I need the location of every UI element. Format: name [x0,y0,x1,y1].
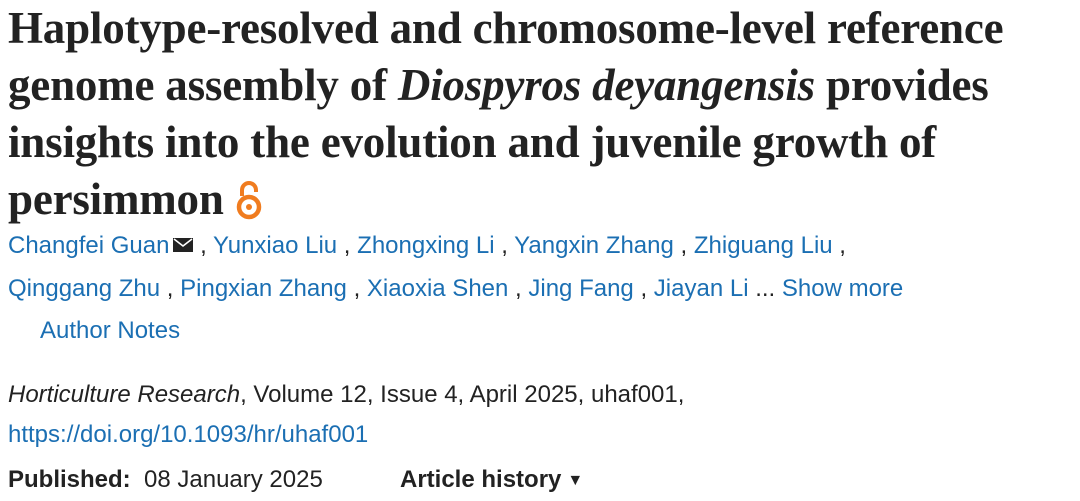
article-history-label: Article history [400,466,562,493]
title-text-part1: Haplotype-resolved and chromosome-level … [8,3,1004,110]
author-separator: , [633,275,654,302]
article-history-toggle[interactable]: Article history ▼ [400,462,583,499]
published-label: Published: [8,466,131,493]
author-link-4[interactable]: Yangxin Zhang [514,232,674,259]
author-ellipsis: ... [748,275,776,302]
journal-name: Horticulture Research [8,381,241,408]
author-link-7[interactable]: Pingxian Zhang [180,275,347,302]
published-date: 08 January 2025 [144,466,323,493]
article-title: Haplotype-resolved and chromosome-level … [8,0,1076,228]
author-separator: , [193,232,214,259]
author-link-1[interactable]: Changfei Guan [8,232,170,259]
show-more-button[interactable]: Show more [781,275,904,302]
email-icon[interactable] [173,238,194,252]
author-link-5[interactable]: Zhiguang Liu [693,232,833,259]
author-link-6[interactable]: Qinggang Zhu [8,275,161,302]
citation-details: , Volume 12, Issue 4, April 2025, uhaf00… [240,381,685,408]
author-link-3[interactable]: Zhongxing Li [357,232,495,259]
author-separator: , [508,275,529,302]
citation-block: Horticulture Research, Volume 12, Issue … [8,375,1068,455]
author-link-8[interactable]: Xiaoxia Shen [366,275,509,302]
title-text-part2: provides insights into the evolution and… [8,60,989,224]
title-species-name: Diospyros deyangensis [397,60,815,110]
author-link-9[interactable]: Jing Fang [528,275,634,302]
author-list: Changfei Guan , Yunxiao Liu , Zhongxing … [8,224,1068,310]
caret-down-icon: ▼ [567,472,584,489]
author-separator: , [160,275,181,302]
author-separator: , [494,232,515,259]
publication-info: Published: 08 January 2025 Article histo… [8,462,1068,498]
author-link-2[interactable]: Yunxiao Liu [213,232,338,259]
author-notes-link[interactable]: Author Notes [40,317,181,344]
doi-link[interactable]: https://doi.org/10.1093/hr/uhaf001 [8,421,369,448]
author-separator: , [337,232,358,259]
author-separator: , [346,275,367,302]
open-access-lock-icon [236,181,261,220]
author-separator: , [673,232,694,259]
author-separator: , [832,232,846,259]
author-link-10[interactable]: Jiayan Li [653,275,749,302]
